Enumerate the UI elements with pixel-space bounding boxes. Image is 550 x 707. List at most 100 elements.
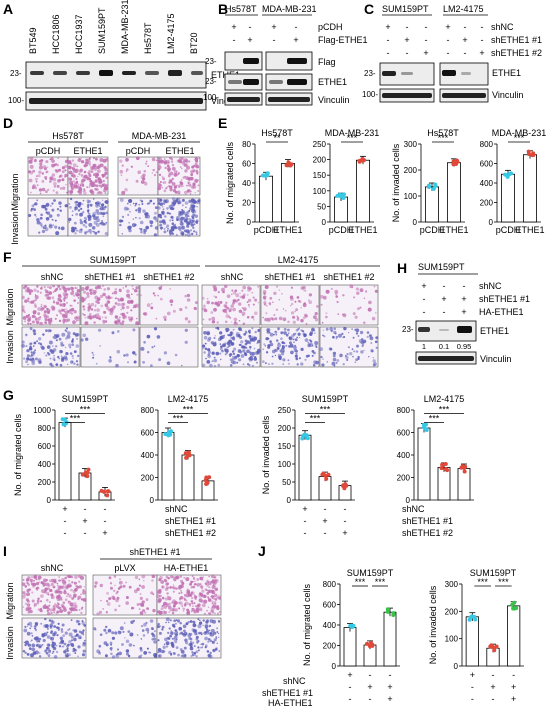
data-point [445,468,450,473]
panel-g-letter: G [3,387,14,403]
y-tick-label: 300 [445,580,459,589]
condition-sign: - [492,694,495,704]
condition-sign: - [471,694,474,704]
data-point [357,159,362,164]
condition-sign: + [322,516,327,526]
b-cell-line: Hs578T [225,4,257,14]
grid-i-tile [21,617,87,659]
bar [258,175,273,223]
x-tick-label: ETHE1 [273,225,302,235]
grid-f-tile [201,284,261,326]
bar [500,173,515,223]
bar [437,466,451,501]
grid-f-tile [139,284,199,326]
h-sign: + [461,294,466,304]
panel-d-letter: D [3,115,13,131]
significance-label: *** [438,133,449,143]
data-point [302,432,307,437]
data-point [62,417,67,422]
condition-sign: + [490,682,495,692]
condition-sign: + [367,682,372,692]
y-tick-label: 600 [38,442,52,451]
data-point [166,430,171,435]
h-cell-line: SUM159PT [418,262,465,272]
a-bands [29,70,203,104]
h-row-label: shNC [479,281,502,291]
chart-g-sum159pt-invasion: SUM159PT 0 50 100 150 200 250 No. of invaded ce… [261,394,355,538]
y-tick-label: 600 [397,429,411,438]
grid-f-tile [260,284,320,326]
y-tick-label: 600 [480,160,494,169]
x-tick-label: ETHE1 [439,225,468,235]
b-sign: - [233,35,236,45]
condition-sign: - [344,504,347,514]
data-point [526,149,531,154]
data-point [508,171,513,176]
a-lane-label: MDA-MB-231 [120,0,130,54]
c-sign: - [481,22,484,32]
grid-d-tile [157,197,201,237]
data-point [85,474,90,479]
d-cell-line: Hs578T [52,131,84,141]
data-point [426,184,431,189]
data-point [324,476,329,481]
y-tick-label: 250 [278,406,292,415]
condition-sign: - [369,670,372,680]
data-point [454,158,459,163]
chart-g-sum159pt-migration: SUM159PT 0 200 400 600 800 1000 No. of migrated… [13,394,115,538]
data-point [205,480,210,485]
significance-label: *** [183,405,194,415]
significance-label: *** [375,577,386,587]
c-sign: + [479,48,484,58]
y-tick-label: 400 [38,460,52,469]
c-cell-line: SUM159PT [382,4,429,14]
a-lane-label: LM2-4175 [166,13,176,54]
chart-title: Hs578T [427,128,459,138]
j-row-label: HA-ETHE1 [268,698,313,707]
chart-title: LM2-4175 [168,394,209,404]
bar [465,616,479,667]
chart-title: SUM159PT [347,568,394,578]
data-point [469,614,474,619]
y-tick-label: 200 [404,166,418,175]
y-tick-label: 200 [323,642,337,651]
a-lane-label: HCC1937 [74,14,84,54]
condition-sign: + [82,516,87,526]
data-point [510,602,515,607]
g-row-label-left: shNC [165,504,188,514]
h-quant: 0.1 [439,342,449,351]
x-tick-label: pCDH [254,225,279,235]
y-tick-label: 60 [242,160,251,169]
f-condition: shETHE1 #1 [264,272,315,282]
data-point [424,422,429,427]
c-sign: - [425,22,428,32]
significance-label: ** [273,133,281,143]
f-micrograph-grid [21,284,379,368]
y-tick-label: 0 [406,496,411,505]
f-cell-line: SUM159PT [90,255,137,265]
y-axis-label: No. of invaded cells [391,143,401,222]
i-condition: HA-ETHE1 [164,563,209,573]
bar [355,159,370,223]
h-sign: - [423,307,426,317]
grid-f-tile [260,326,320,368]
d-condition: ETHE1 [165,146,194,156]
f-condition: shETHE1 #2 [143,272,194,282]
grid-i-tile [92,617,158,659]
y-tick-label: 800 [38,424,52,433]
y-tick-label: 100 [445,635,459,644]
bar [58,422,72,501]
y-tick-label: 0 [454,662,459,671]
panel-a-letter: A [3,1,13,17]
data-point [385,607,390,612]
data-point [531,153,536,158]
d-condition: pCDH [126,146,151,156]
b-cell-line: MDA-MB-231 [262,4,317,14]
data-point [204,475,209,480]
bar [383,611,397,667]
h-row-label: shETHE1 #1 [479,294,530,304]
h-sign: - [443,307,446,317]
x-tick-label: pCDH [329,225,354,235]
grid-i-tile [156,617,222,659]
y-tick-label: 400 [323,621,337,630]
